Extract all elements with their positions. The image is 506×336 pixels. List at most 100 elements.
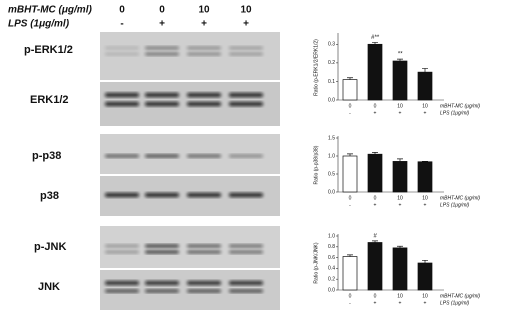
- blot-label: p-p38: [32, 150, 61, 162]
- blot-band: [187, 250, 221, 254]
- x-tick-label: +: [399, 300, 402, 306]
- error-bar: [347, 77, 353, 80]
- row-label: LPS (1μg/ml): [440, 110, 469, 116]
- error-bar: [397, 245, 403, 248]
- x-tick-label: -: [349, 110, 351, 116]
- x-tick-label: 10: [422, 195, 428, 201]
- blot-band: [187, 46, 221, 50]
- bar: [417, 161, 433, 193]
- row-label: LPS (1μg/ml): [440, 202, 469, 208]
- dose: 10: [240, 5, 252, 16]
- blot-band: [145, 93, 179, 97]
- error-bar: [372, 240, 378, 243]
- x-tick-label: -: [349, 202, 351, 208]
- row-label: mBHT-MC (μg/ml): [440, 195, 480, 201]
- dose: 0: [119, 5, 125, 16]
- y-tick-label: 0.4: [328, 266, 335, 272]
- blot-label: p-ERK1/2: [24, 44, 73, 56]
- y-tick-label: 0.2: [328, 60, 335, 66]
- error-bar: [397, 158, 403, 162]
- x-tick-label: 10: [422, 293, 428, 299]
- y-tick-label: 0.3: [328, 42, 335, 48]
- y-tick-label: 0.6: [328, 255, 335, 261]
- lps: +: [159, 19, 165, 30]
- lps: +: [201, 19, 207, 30]
- y-axis-label: Ratio (p-JNK/JNK): [313, 242, 319, 283]
- row-label: LPS (1μg/ml): [8, 19, 70, 30]
- blot-band: [187, 281, 221, 285]
- y-tick-label: 1.5: [328, 135, 335, 141]
- bar: [392, 60, 408, 101]
- bar: [342, 79, 358, 101]
- y-axis-label: Ratio (p-ERK1/2/ERK1/2): [313, 39, 319, 96]
- bar: [417, 262, 433, 291]
- row-label: LPS (1μg/ml): [440, 300, 469, 306]
- blot-band: [145, 102, 179, 106]
- blot-band: [229, 154, 263, 158]
- error-bar: [397, 58, 403, 61]
- annotation: **: [398, 52, 403, 58]
- blots: [100, 32, 280, 310]
- x-tick-label: 0: [349, 293, 352, 299]
- bar: [367, 43, 383, 101]
- blot-band: [187, 193, 221, 197]
- y-tick-label: 0.1: [328, 79, 335, 85]
- x-tick-label: 0: [349, 195, 352, 201]
- x-tick-label: +: [399, 202, 402, 208]
- error-bar: [372, 42, 378, 45]
- row-label: mBHT-MC (μg/ml): [440, 103, 480, 109]
- x-tick-label: +: [399, 110, 402, 116]
- y-tick-label: 0.0: [328, 97, 335, 103]
- lps: -: [120, 19, 123, 30]
- annotation: #: [373, 233, 377, 239]
- x-tick-label: +: [374, 300, 377, 306]
- x-tick-label: 10: [422, 103, 428, 109]
- y-axis-label: Ratio (p-p38/p38): [313, 145, 319, 184]
- y-tick-label: 0.0: [328, 287, 335, 293]
- blot-label: p-JNK: [34, 241, 66, 253]
- blot-band: [105, 244, 139, 248]
- error-bar: [347, 153, 353, 156]
- blot-band: [187, 52, 221, 56]
- blot-band: [229, 250, 263, 254]
- blot-band: [145, 244, 179, 248]
- error-bar: [372, 152, 378, 155]
- error-bar: [347, 254, 353, 257]
- x-tick-label: 0: [374, 195, 377, 201]
- x-tick-label: +: [374, 110, 377, 116]
- dose: 0: [159, 5, 165, 16]
- blot-band: [229, 244, 263, 248]
- bar: [367, 153, 383, 193]
- row-label: mBHT-MC (μg/ml): [440, 293, 480, 299]
- x-tick-label: 0: [374, 293, 377, 299]
- blot-band: [105, 46, 139, 50]
- x-tick-label: +: [424, 202, 427, 208]
- error-bar: [422, 259, 428, 263]
- blot-band: [229, 46, 263, 50]
- y-tick-label: 0.0: [328, 189, 335, 195]
- blot-band: [145, 46, 179, 50]
- y-tick-label: 0.8: [328, 244, 335, 250]
- annotation: #**: [371, 35, 380, 41]
- blot-band: [229, 52, 263, 56]
- blot-band: [187, 154, 221, 158]
- blot-band: [105, 52, 139, 56]
- x-tick-label: 10: [397, 195, 403, 201]
- blot-band: [105, 289, 139, 293]
- blot-band: [187, 289, 221, 293]
- blot-band: [187, 93, 221, 97]
- blot-band: [145, 193, 179, 197]
- x-tick-label: 0: [349, 103, 352, 109]
- y-tick-label: 1.0: [328, 153, 335, 159]
- x-tick-label: +: [424, 300, 427, 306]
- x-tick-label: 10: [397, 293, 403, 299]
- bar: [417, 71, 433, 101]
- blot-band: [145, 281, 179, 285]
- blot-band: [229, 102, 263, 106]
- blot-band: [145, 154, 179, 158]
- blot-band: [105, 93, 139, 97]
- bar: [392, 161, 408, 193]
- y-tick-label: 1.0: [328, 233, 335, 239]
